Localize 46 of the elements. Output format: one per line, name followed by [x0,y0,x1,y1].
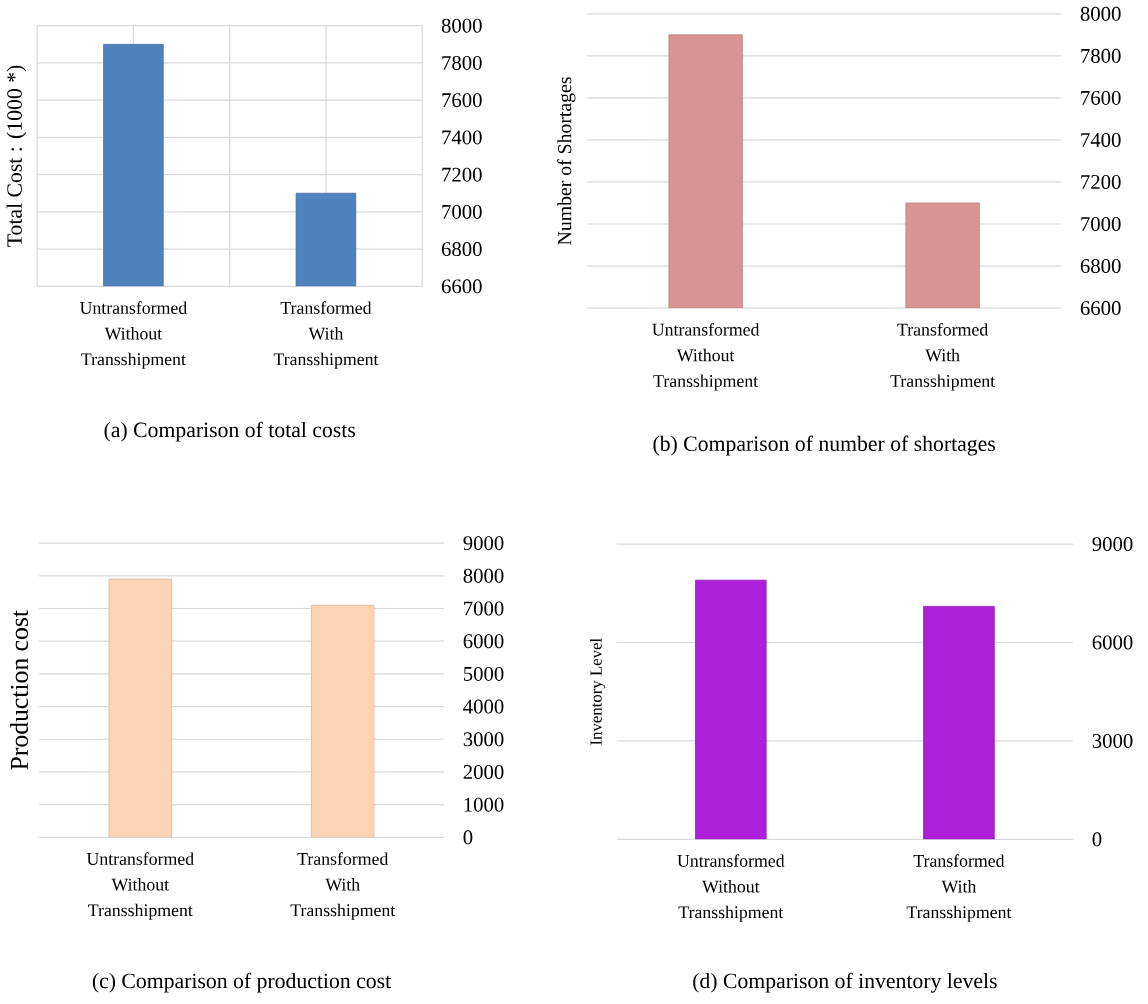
y-tick-label: 8000 [441,18,482,33]
text: (d) Comparison of inventory levels [693,972,997,993]
y-tick-label: 8000 [463,568,504,583]
y-tick-label: 5000 [463,666,504,681]
y-tick-label: 7600 [1081,90,1121,105]
x-tick-label: Transformed With Transshipment [290,852,396,920]
text: (c) Comparison of production cost [92,972,392,993]
y-axis-title: Number of Shortages [557,77,576,245]
y-tick-label: 7000 [442,204,482,219]
y-tick-label: 6600 [441,279,482,294]
y-tick-label: 7800 [1081,48,1121,63]
x-tick-label: Untransformed Without Transshipment [677,854,785,922]
y-tick-label: 6000 [463,634,504,649]
y-tick-label: 9000 [1092,536,1133,551]
y-axis-title: Production cost [10,610,29,770]
y-tick-label: 7200 [1081,174,1121,189]
x-tick-label: Untransformed Without Transshipment [79,301,187,369]
y-tick-label: 6000 [1092,635,1133,650]
y-tick-label: 7400 [442,130,482,145]
text: (a) Comparison of total costs [104,421,355,442]
y-tick-label: 9000 [463,536,504,551]
x-tick-label: Untransformed Without Transshipment [652,322,760,391]
y-tick-label: 8000 [1080,6,1121,21]
y-tick-label: 2000 [463,764,504,779]
y-axis-title: Total Cost : (1000 *) [6,65,27,247]
y-axis-title: Inventory Level [589,638,606,745]
y-tick-label: 1000 [464,797,504,812]
y-tick-label: 7200 [442,167,482,182]
y-tick-label: 6800 [1080,258,1121,273]
x-tick-label: Transformed With Transshipment [890,322,996,391]
y-tick-label: 7600 [442,93,482,108]
y-tick-label: 7800 [442,55,482,70]
y-tick-label: 3000 [463,732,504,747]
y-tick-label: 0 [1092,832,1102,847]
y-tick-label: 4000 [463,699,504,714]
x-tick-label: Untransformed Without Transshipment [86,852,194,920]
y-tick-label: 7400 [1081,132,1121,147]
y-tick-label: 6800 [441,242,482,257]
x-tick-label: Transformed With Transshipment [906,854,1012,922]
x-tick-label: Transformed With Transshipment [273,301,379,369]
y-tick-label: 0 [463,830,473,845]
y-tick-label: 3000 [1092,733,1133,748]
text: (b) Comparison of number of shortages [653,435,995,456]
y-tick-label: 6600 [1080,300,1121,315]
y-tick-label: 7000 [1081,216,1121,231]
y-tick-label: 7000 [464,601,504,616]
